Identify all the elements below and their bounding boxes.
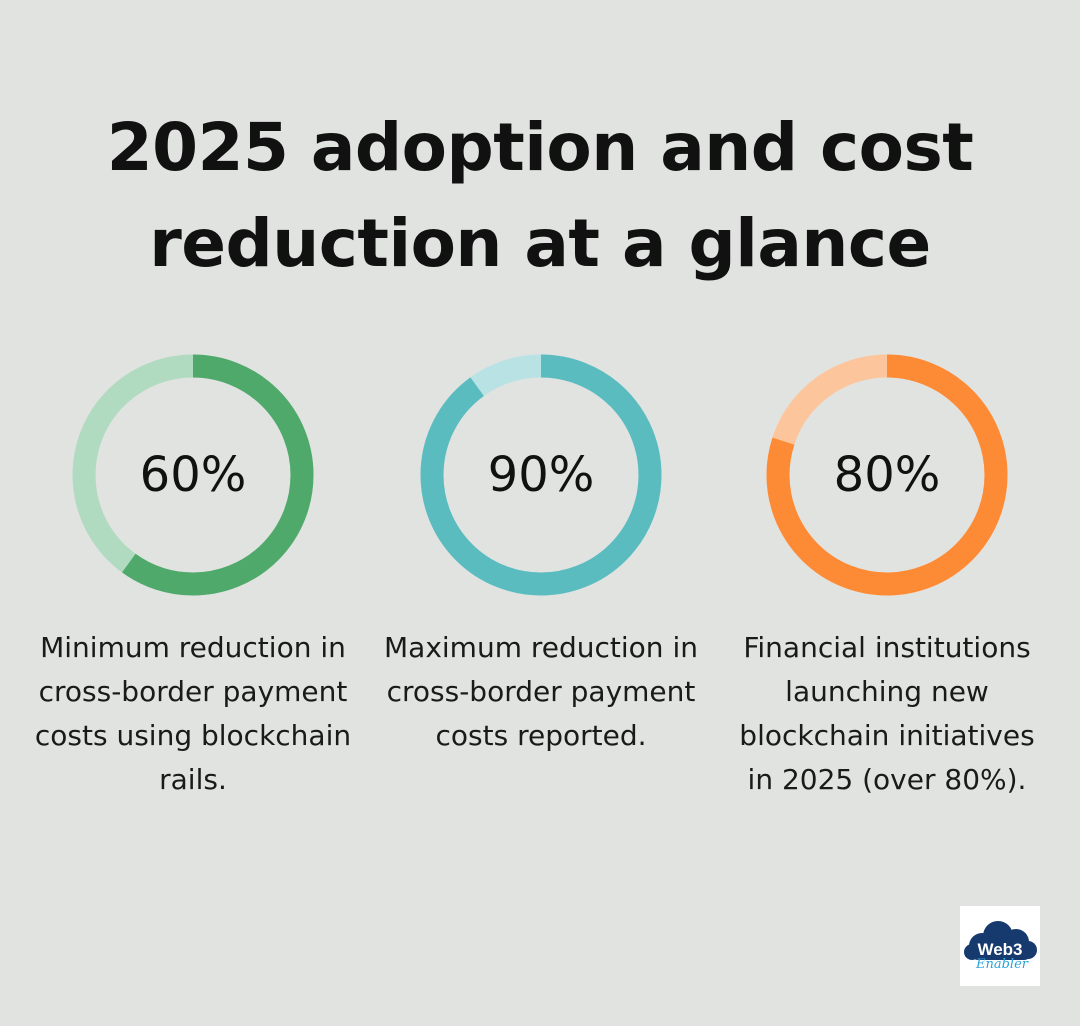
web3-enabler-logo: Web3 Enabler [960,906,1040,986]
title-line-1: 2025 adoption and cost [106,109,974,186]
stat-description-1: Minimum reduction in cross-border paymen… [34,631,352,796]
percent-label: 80% [833,447,941,503]
donut-value-arc [72,354,314,596]
svg-text:Web3: Web3 [977,940,1022,959]
title-line-2: reduction at a glance [149,205,931,282]
donut-value-arc [766,354,1008,596]
donut-chart-1: 60% [68,350,318,600]
stat-description-3: Financial institutions launching new blo… [739,631,1035,796]
page-title: 2025 adoption and cost reduction at a gl… [0,100,1080,292]
percent-label: 90% [487,447,595,503]
svg-text:Enabler: Enabler [975,957,1029,972]
donut-chart-2: 90% [416,350,666,600]
donut-value-arc [420,354,662,596]
donut-chart-3: 80% [762,350,1012,600]
percent-label: 60% [139,447,247,503]
stat-description-2: Maximum reduction in cross-border paymen… [384,631,698,752]
logo-graphic: Web3 Enabler [964,921,1037,972]
